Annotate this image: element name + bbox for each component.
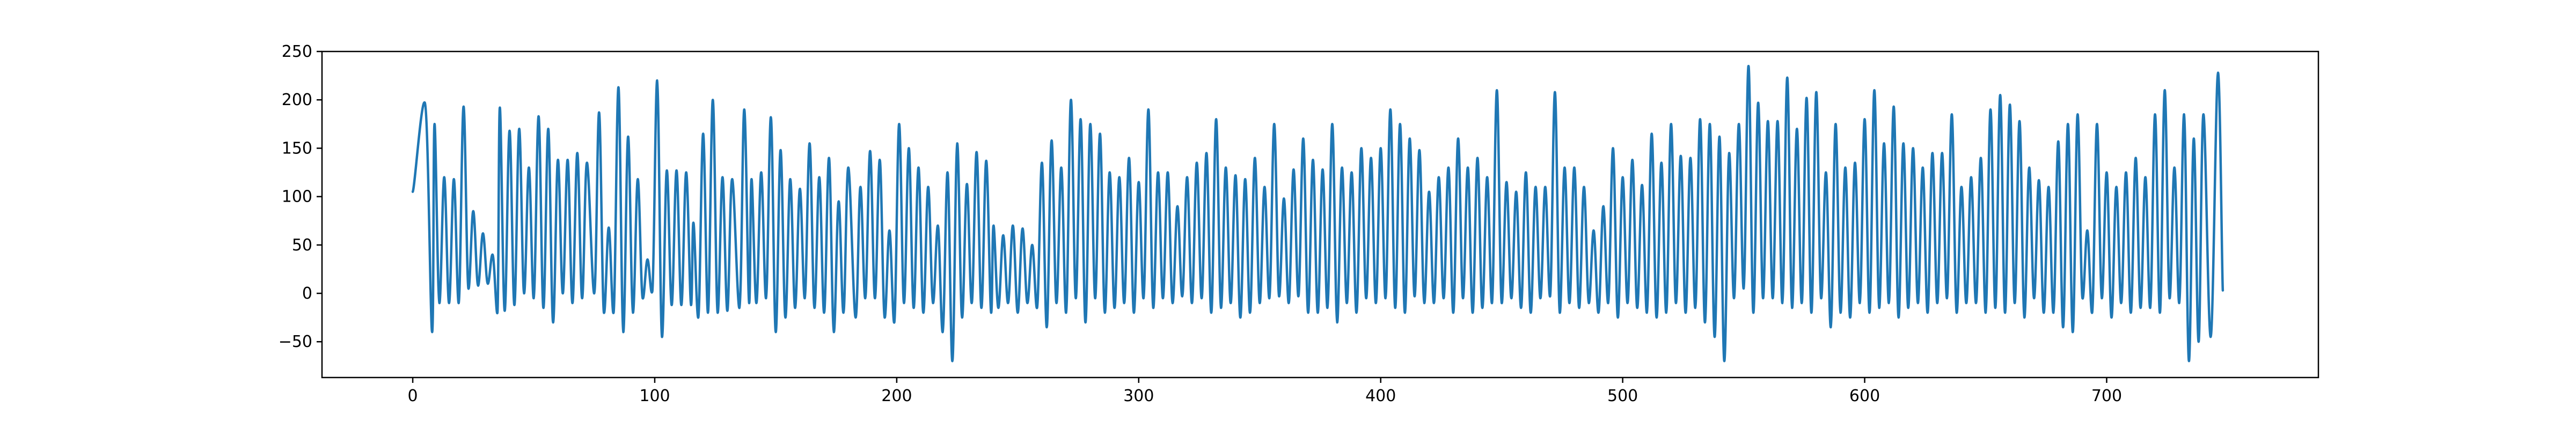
y-tick-label: 150 [282, 139, 312, 158]
series-line-0 [411, 64, 2224, 363]
x-tick-label: 100 [639, 387, 670, 405]
y-tick-label: 100 [282, 188, 312, 206]
y-axis-ticks: −50 0 50 100 150 200 250 [279, 42, 322, 351]
y-tick-label: −50 [279, 332, 312, 351]
y-tick-label: 0 [302, 284, 312, 303]
y-tick-label: 50 [292, 236, 312, 255]
y-tick-label: 200 [282, 91, 312, 109]
axes-frame [321, 50, 2319, 379]
y-tick-label: 250 [282, 42, 312, 61]
x-tick-label: 300 [1123, 387, 1154, 405]
x-tick-label: 200 [881, 387, 912, 405]
x-tick-label: 0 [408, 387, 418, 405]
x-tick-label: 600 [1849, 387, 1880, 405]
x-axis-ticks: 0 100 200 300 400 500 600 700 [408, 378, 2122, 405]
x-tick-label: 500 [1607, 387, 1638, 405]
axes [321, 50, 2319, 379]
plot-area [411, 64, 2224, 363]
x-tick-label: 700 [2091, 387, 2122, 405]
x-tick-label: 400 [1365, 387, 1396, 405]
